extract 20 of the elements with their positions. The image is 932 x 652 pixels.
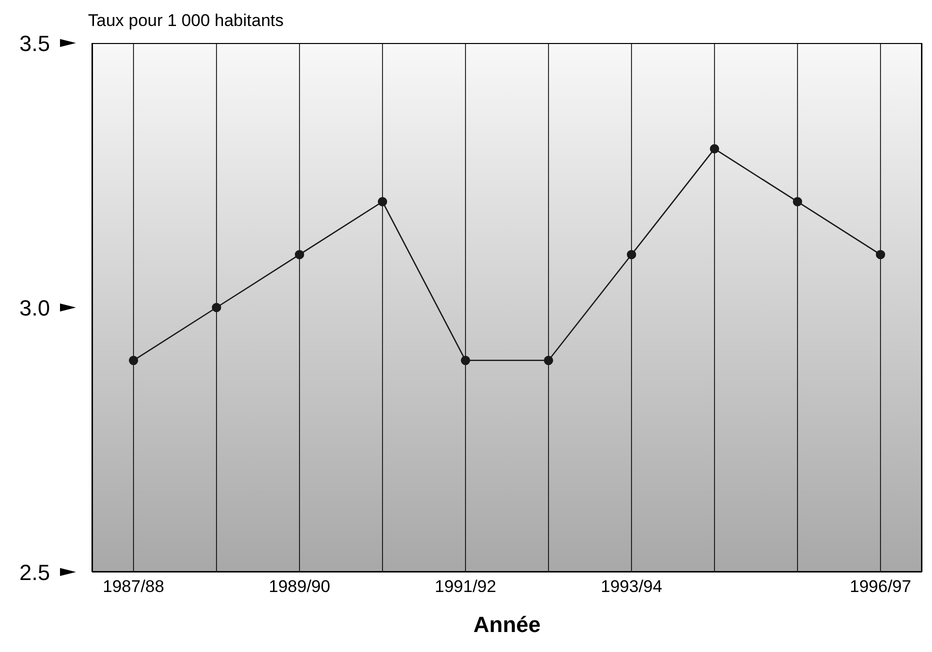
x-tick-label: 1991/92 <box>434 577 496 596</box>
point <box>626 250 636 260</box>
point <box>544 356 554 366</box>
x-tick-label: 1989/90 <box>268 577 330 596</box>
x-tick-label: 1993/94 <box>600 577 662 596</box>
point <box>294 250 304 260</box>
point <box>212 302 222 312</box>
point <box>128 356 138 366</box>
y-tick-label: 3.5 <box>19 31 50 56</box>
point <box>792 197 802 206</box>
x-axis-title: Année <box>473 612 541 637</box>
point <box>876 250 886 260</box>
y-tick-label: 3.0 <box>19 296 50 320</box>
y-tick-label: 2.5 <box>19 560 50 585</box>
point <box>378 197 388 206</box>
y-axis-title: Taux pour 1 000 habitants <box>88 11 284 31</box>
x-tick-label: 1987/88 <box>102 577 164 596</box>
x-tick-label: 1996/97 <box>850 577 912 596</box>
point <box>460 356 470 366</box>
point <box>710 144 720 154</box>
